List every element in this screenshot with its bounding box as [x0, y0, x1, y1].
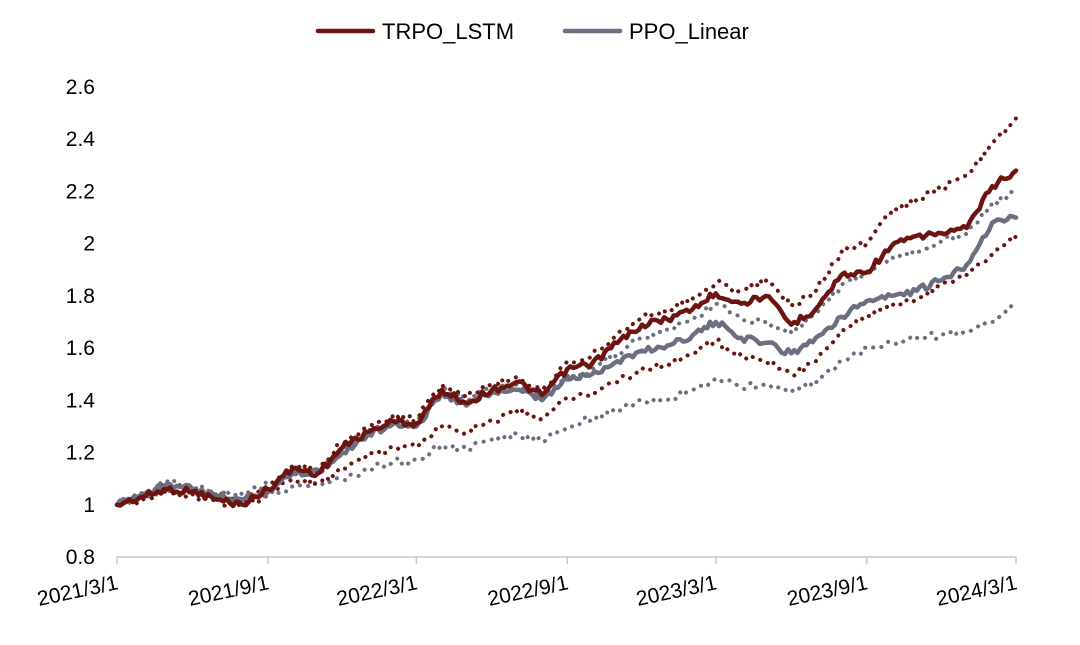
x-tick-label: 2023/3/1 — [634, 571, 719, 610]
y-tick-label: 1.4 — [66, 389, 96, 412]
legend-label-trpo-lstm: TRPO_LSTM — [382, 19, 514, 44]
y-tick-label: 1.8 — [66, 285, 95, 308]
x-tick-label: 2022/3/1 — [335, 571, 420, 610]
y-tick-label: 2.2 — [66, 180, 95, 203]
legend-item-trpo-lstm: TRPO_LSTM — [315, 19, 514, 44]
band-line-ppo-linear — [115, 299, 1018, 508]
y-tick-label: 1 — [83, 494, 95, 517]
y-axis: 0.8 1 1.2 1.4 1.6 1.8 2 2.2 2.4 2.6 — [66, 76, 96, 569]
band-line-trpo-lstm — [115, 116, 1018, 507]
y-tick-label: 1.2 — [66, 442, 95, 465]
legend: TRPO_LSTM PPO_Linear — [315, 19, 749, 44]
x-tick-label: 2021/9/1 — [186, 571, 271, 610]
x-tick-label: 2024/3/1 — [934, 571, 1019, 610]
legend-label-ppo-linear: PPO_Linear — [629, 19, 749, 44]
series-line-trpo-lstm — [114, 168, 1019, 509]
series-layer — [114, 116, 1019, 510]
y-tick-label: 2.6 — [66, 76, 95, 99]
x-tick-label: 2022/9/1 — [486, 571, 571, 610]
legend-item-ppo-linear: PPO_Linear — [562, 19, 749, 44]
x-tick-label: 2021/3/1 — [35, 571, 120, 610]
x-axis: 2021/3/1 2021/9/1 2022/3/1 2022/9/1 2023/3/1… — [35, 556, 1019, 611]
y-tick-label: 2.4 — [66, 128, 96, 151]
y-tick-label: 1.6 — [66, 337, 95, 360]
band-line-trpo-lstm — [115, 233, 1018, 510]
y-tick-label: 2 — [83, 233, 95, 256]
y-tick-label: 0.8 — [66, 546, 95, 569]
series-line-ppo-linear — [114, 213, 1019, 508]
x-tick-label: 2023/9/1 — [785, 571, 870, 610]
